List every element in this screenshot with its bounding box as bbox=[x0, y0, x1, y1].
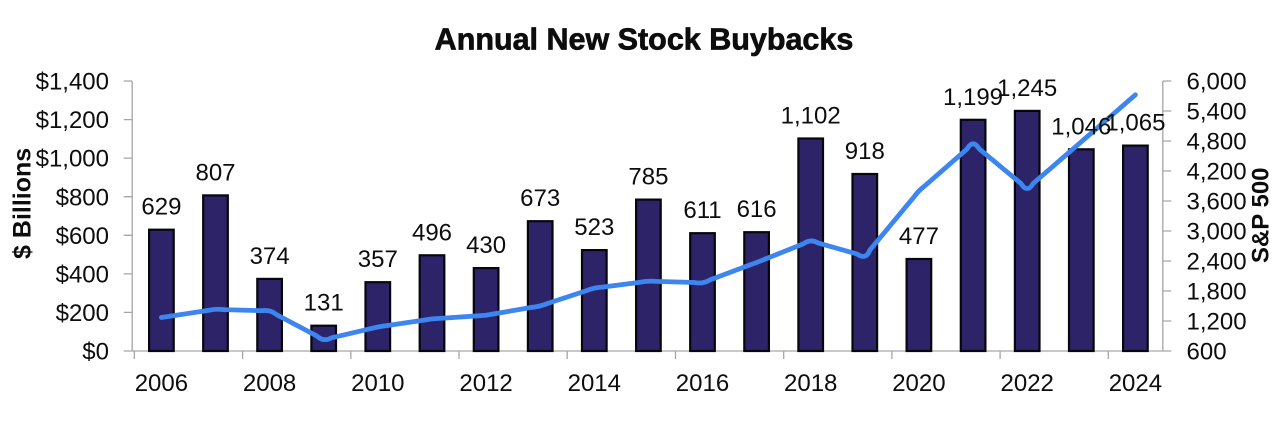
svg-text:1,200: 1,200 bbox=[1187, 309, 1247, 336]
svg-text:1,046: 1,046 bbox=[1051, 113, 1111, 140]
svg-text:523: 523 bbox=[574, 214, 614, 241]
svg-text:5,400: 5,400 bbox=[1187, 99, 1247, 126]
svg-text:S&P 500: S&P 500 bbox=[1248, 167, 1275, 263]
svg-text:918: 918 bbox=[845, 138, 885, 165]
svg-text:616: 616 bbox=[737, 196, 777, 223]
svg-text:4,800: 4,800 bbox=[1187, 129, 1247, 156]
svg-text:2,400: 2,400 bbox=[1187, 249, 1247, 276]
svg-text:2016: 2016 bbox=[676, 370, 729, 397]
svg-text:131: 131 bbox=[304, 290, 344, 317]
svg-text:2024: 2024 bbox=[1109, 370, 1162, 397]
svg-text:477: 477 bbox=[899, 223, 939, 250]
svg-text:$600: $600 bbox=[56, 223, 109, 250]
svg-text:496: 496 bbox=[412, 219, 452, 246]
svg-text:673: 673 bbox=[520, 185, 560, 212]
svg-text:$0: $0 bbox=[82, 339, 109, 366]
svg-text:611: 611 bbox=[683, 197, 721, 224]
svg-text:2018: 2018 bbox=[784, 370, 837, 397]
svg-text:374: 374 bbox=[250, 243, 290, 270]
svg-text:1,102: 1,102 bbox=[781, 103, 841, 130]
svg-text:785: 785 bbox=[628, 164, 668, 191]
svg-text:3,600: 3,600 bbox=[1187, 189, 1247, 216]
svg-text:$1,200: $1,200 bbox=[36, 107, 109, 134]
svg-text:2006: 2006 bbox=[135, 370, 188, 397]
svg-text:$ Billions: $ Billions bbox=[9, 148, 37, 259]
svg-text:2008: 2008 bbox=[243, 370, 296, 397]
svg-text:2012: 2012 bbox=[459, 370, 512, 397]
svg-text:Annual New Stock Buybacks: Annual New Stock Buybacks bbox=[435, 23, 854, 57]
svg-text:6,000: 6,000 bbox=[1187, 69, 1247, 96]
svg-text:2014: 2014 bbox=[568, 370, 621, 397]
svg-text:2022: 2022 bbox=[1001, 370, 1054, 397]
svg-text:430: 430 bbox=[466, 232, 506, 259]
svg-text:$1,400: $1,400 bbox=[36, 69, 109, 96]
svg-text:629: 629 bbox=[141, 194, 181, 221]
svg-text:$800: $800 bbox=[56, 184, 109, 211]
svg-text:$200: $200 bbox=[56, 300, 109, 327]
svg-text:807: 807 bbox=[195, 159, 235, 186]
svg-text:3,000: 3,000 bbox=[1187, 219, 1247, 246]
svg-text:4,200: 4,200 bbox=[1187, 159, 1247, 186]
svg-text:1,065: 1,065 bbox=[1105, 110, 1165, 137]
svg-text:1,800: 1,800 bbox=[1187, 279, 1247, 306]
svg-text:2020: 2020 bbox=[892, 370, 945, 397]
svg-text:2010: 2010 bbox=[351, 370, 404, 397]
svg-text:1,245: 1,245 bbox=[997, 75, 1057, 102]
svg-text:$1,000: $1,000 bbox=[36, 146, 109, 173]
svg-text:600: 600 bbox=[1187, 339, 1227, 366]
svg-text:1,199: 1,199 bbox=[943, 84, 1003, 111]
svg-text:$400: $400 bbox=[56, 262, 109, 289]
svg-text:357: 357 bbox=[358, 246, 398, 273]
